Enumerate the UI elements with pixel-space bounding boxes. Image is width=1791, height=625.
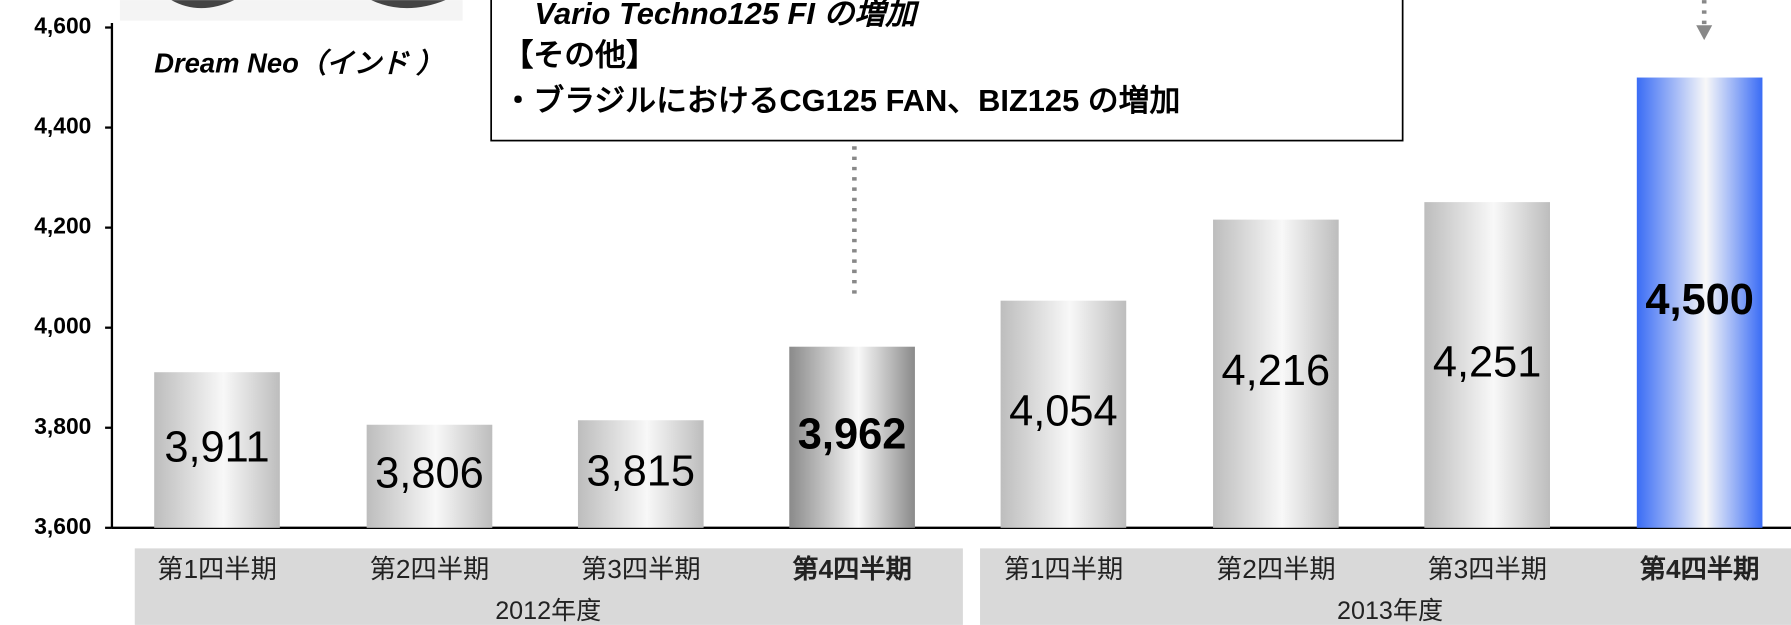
value-label: 3,962 <box>798 411 907 459</box>
x-tick-label: 第1四半期 <box>157 554 277 584</box>
bike-image <box>119 0 463 21</box>
image-caption: Dream Neo（インド ） <box>154 47 443 78</box>
annotation-line: Vario Techno125 FI の増加 <box>535 0 921 31</box>
value-label: 4,216 <box>1222 347 1331 395</box>
x-tick-label: 第1四半期 <box>1004 554 1124 584</box>
bar <box>1636 77 1763 528</box>
bar <box>789 346 915 528</box>
value-label: 3,911 <box>164 423 269 471</box>
annotation-line: 【その他】 <box>503 37 657 72</box>
y-tick-label: 4,000 <box>34 313 91 339</box>
y-tick-label: 4,400 <box>34 113 91 139</box>
x-tick-label: 第2四半期 <box>1216 554 1336 584</box>
group-label: 2013年度 <box>1337 597 1443 625</box>
bar <box>1000 300 1127 528</box>
group-label: 2012年度 <box>495 597 601 625</box>
value-label: 4,500 <box>1645 276 1754 324</box>
y-tick-label: 4,200 <box>34 213 91 239</box>
annotation-line: ・ブラジルにおけるCG125 FAN、BIZ125 の増加 <box>503 83 1181 118</box>
value-label: 4,251 <box>1433 338 1542 386</box>
x-tick-label: 第4四半期 <box>1640 554 1760 584</box>
x-tick-label: 第2四半期 <box>370 554 490 584</box>
arrow-head <box>1696 25 1713 41</box>
bar <box>366 424 493 528</box>
x-tick-label: 第4四半期 <box>792 554 912 584</box>
x-tick-label: 第3四半期 <box>581 554 701 584</box>
x-tick-label: 第3四半期 <box>1427 554 1547 584</box>
value-label: 3,806 <box>375 450 484 498</box>
bar <box>577 420 704 528</box>
y-tick-label: 3,600 <box>34 513 91 539</box>
group-band <box>980 548 1791 625</box>
annotation-box <box>490 0 1404 142</box>
bar <box>1424 202 1550 528</box>
bar <box>1213 219 1339 528</box>
y-tick-label: 4,600 <box>34 13 91 39</box>
value-label: 3,815 <box>586 447 695 495</box>
bar <box>154 372 280 528</box>
value-label: 4,054 <box>1009 388 1118 436</box>
y-tick-label: 3,800 <box>34 413 91 439</box>
group-band <box>134 548 963 625</box>
